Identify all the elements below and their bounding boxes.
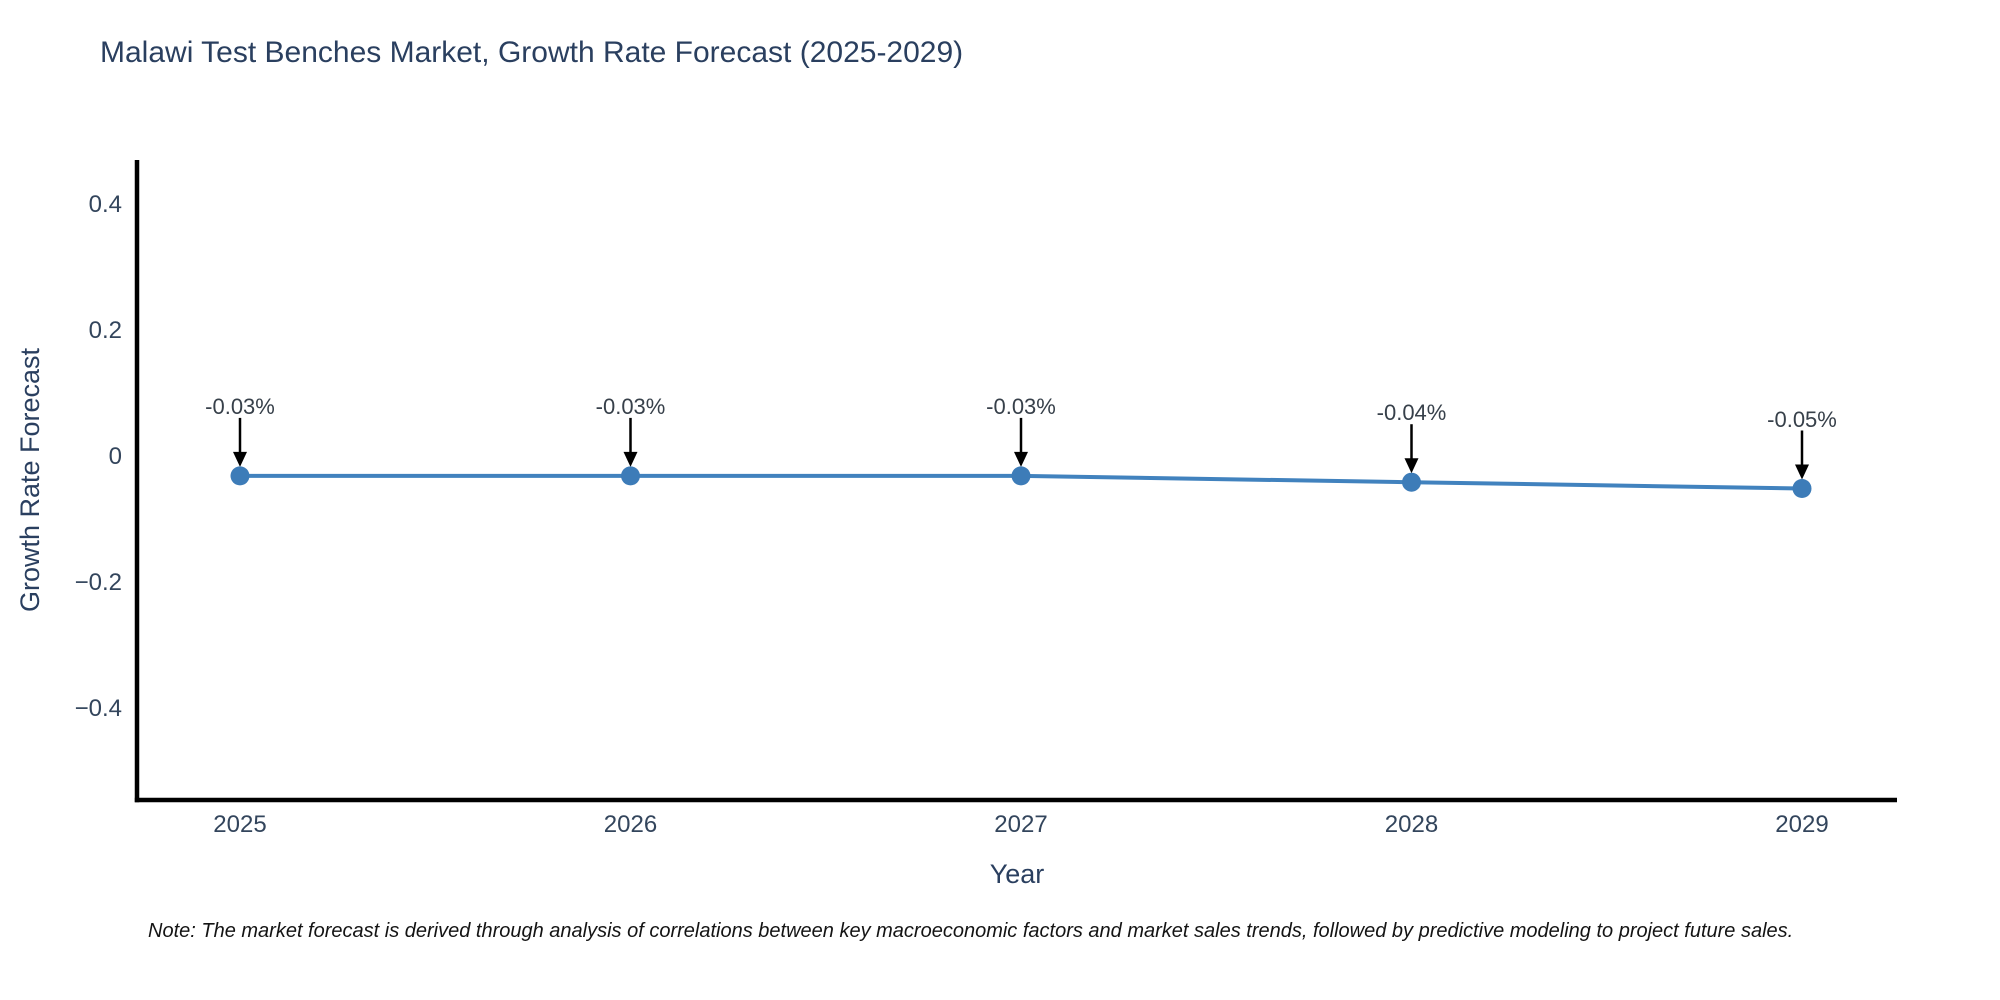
point-annotation: -0.03% (595, 393, 666, 419)
data-point-marker[interactable] (1402, 472, 1421, 492)
chart-title: Malawi Test Benches Market, Growth Rate … (100, 36, 964, 69)
annotation-arrow-head (233, 451, 247, 467)
x-axis-title: Year (989, 859, 1045, 889)
y-axis-tick-label: 0 (108, 442, 122, 470)
data-point-marker[interactable] (230, 466, 250, 486)
point-annotation: -0.05% (1767, 406, 1837, 432)
y-axis-tick-label: 0.4 (88, 190, 122, 218)
data-point-marker[interactable] (1792, 479, 1812, 499)
point-annotation: -0.03% (205, 393, 275, 419)
point-annotation: -0.04% (1376, 400, 1447, 426)
data-point-marker[interactable] (621, 466, 640, 486)
data-point-marker[interactable] (1011, 466, 1031, 486)
x-axis-tick-label: 2029 (1775, 811, 1829, 838)
annotation-arrow-head (1404, 458, 1419, 474)
chart-footnote: Note: The market forecast is derived thr… (148, 920, 1794, 942)
y-axis-tick-label: −0.4 (74, 695, 122, 723)
x-axis-tick-label: 2025 (213, 811, 267, 838)
annotation-arrow-head (1014, 451, 1028, 467)
x-axis-tick-label: 2026 (603, 811, 658, 838)
x-axis-tick-label: 2028 (1384, 811, 1439, 838)
x-axis-tick-label: 2027 (994, 811, 1048, 838)
y-axis-tick-label: −0.2 (74, 569, 122, 597)
y-axis-tick-label: 0.2 (88, 316, 122, 344)
annotation-arrow-head (623, 451, 638, 467)
y-axis-title: Growth Rate Forecast (15, 347, 45, 613)
annotation-arrow-head (1795, 464, 1809, 480)
point-annotation: -0.03% (986, 393, 1056, 419)
